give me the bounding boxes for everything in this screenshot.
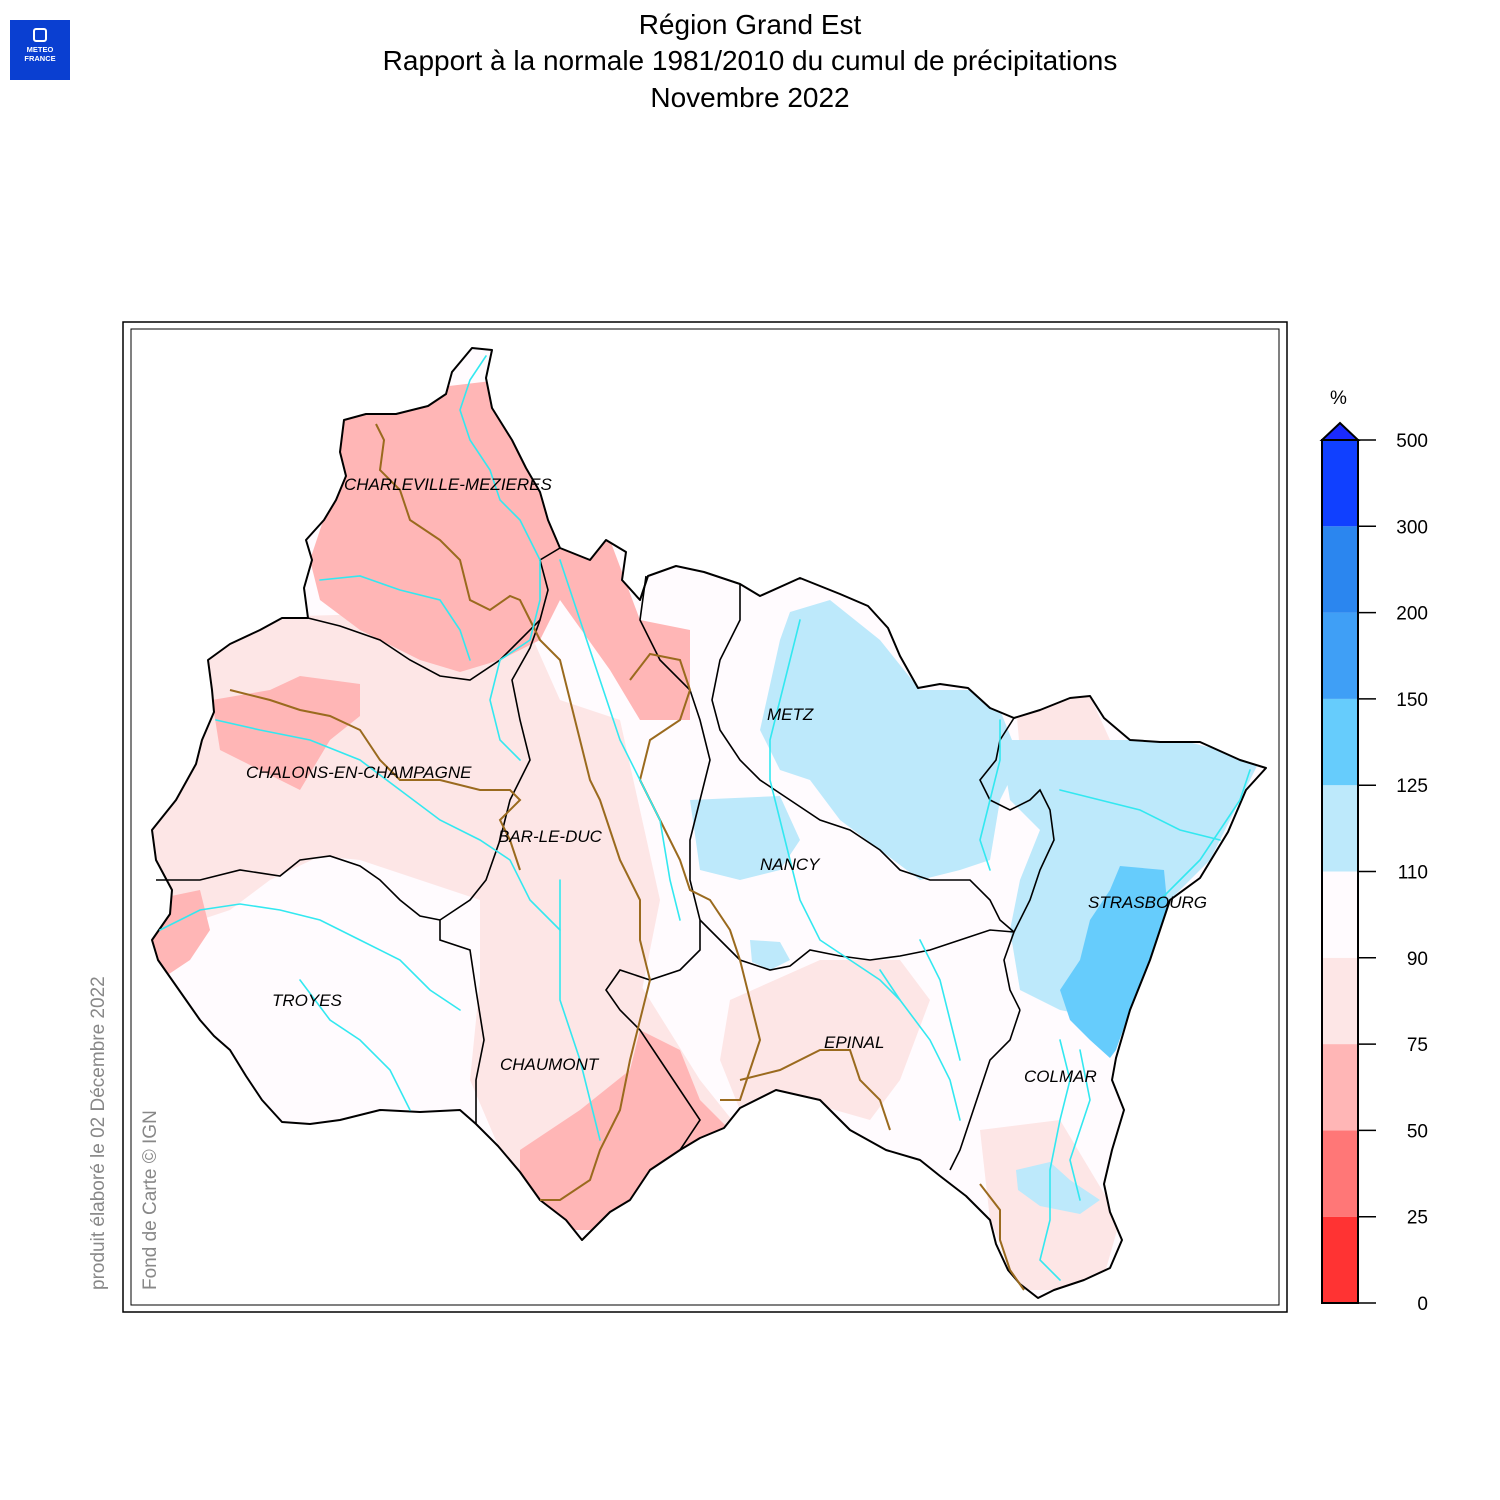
colorbar-unit: %: [1330, 388, 1347, 409]
colorbar-tick-label: 300: [1396, 517, 1428, 538]
production-date-credit: produit élaboré le 02 Décembre 2022: [88, 976, 109, 1290]
river-seine: [159, 903, 461, 1011]
city-label: COLMAR: [1024, 1067, 1097, 1086]
city-label: NANCY: [760, 855, 821, 874]
basin-boundaries: [229, 423, 1025, 1291]
river-moselle: [769, 619, 901, 1001]
river-aisne: [319, 575, 471, 661]
meteo-france-logo: METEO FRANCE: [10, 20, 70, 80]
river-moselle-upper: [879, 969, 961, 1121]
rivers: [159, 355, 1251, 1281]
city-label: METZ: [767, 705, 814, 724]
colorbar-tick-label: 50: [1407, 1121, 1428, 1142]
dept-border-meuse-east: [605, 575, 711, 1151]
colorbar-class: [1322, 957, 1358, 1045]
colorbar-tick-label: 150: [1396, 690, 1428, 711]
colorbar-class: [1322, 440, 1358, 527]
river-meuse-mid: [559, 559, 681, 921]
colorbar-class: [1322, 612, 1358, 699]
colorbar-tick-label: 500: [1396, 431, 1428, 452]
dept-border-marne-meuse: [439, 619, 541, 1124]
zone-50-75-haute-marne: [520, 1030, 730, 1230]
zone-50-75-ardennes: [310, 380, 690, 720]
basin-border-west: [375, 423, 652, 1201]
colorbar-ticks: 0 25 50 75 90 110 125 150 200 300 500: [1358, 431, 1428, 1315]
colorbar-classes: [1322, 440, 1358, 1303]
colorbar-tick-label: 200: [1396, 604, 1428, 625]
logo-line-1: METEO: [26, 45, 54, 54]
dept-border-moselle-mm: [711, 584, 1015, 933]
colorbar-tick-label: 75: [1407, 1035, 1428, 1056]
colorbar-frame: [1321, 439, 1359, 1304]
colorbar-overflow-arrow: [1319, 421, 1361, 441]
zone-110-125-small: [750, 940, 790, 970]
zone-75-90-epinal: [720, 960, 930, 1120]
zone-125-150-strasbourg: [1060, 866, 1168, 1058]
colorbar-class: [1322, 698, 1358, 786]
colorbar-class: [1322, 1130, 1358, 1217]
city-label: STRASBOURG: [1088, 893, 1207, 912]
colorbar-tick-label: 25: [1407, 1208, 1428, 1229]
colorbar-class: [1322, 1044, 1358, 1131]
river-rhine-north: [1159, 769, 1251, 901]
colorbar-class: [1322, 785, 1358, 872]
city-label: CHAUMONT: [500, 1055, 600, 1074]
basemap-credit: Fond de Carte © IGN: [140, 1110, 161, 1290]
colorbar-tick-label: 0: [1417, 1294, 1428, 1315]
zone-110-125-colmar: [1016, 1162, 1100, 1214]
city-label: BAR-LE-DUC: [498, 827, 603, 846]
dept-border-haut-rhin: [949, 1009, 1021, 1171]
city-label: CHARLEVILLE-MEZIERES: [344, 475, 552, 494]
basin-border-meuse: [629, 652, 762, 1101]
river-sarre: [979, 719, 1001, 871]
map-period: Novembre 2022: [650, 82, 850, 113]
river-meuse-north: [459, 355, 541, 761]
zone-110-125-nancy: [690, 796, 800, 880]
colorbar-legend: % 0 25 50 75 90 110 125 150 200 300 500: [1319, 388, 1428, 1315]
river-meurthe: [919, 939, 961, 1061]
map-frame-outer: [122, 321, 1288, 1313]
river-moder: [1059, 789, 1221, 841]
river-aube: [299, 979, 411, 1111]
zone-110-125-moselle: [760, 600, 1020, 880]
colorbar-class: [1322, 526, 1358, 613]
colorbar-tick-label: 125: [1396, 776, 1428, 797]
meteo-france-logo-icon: [33, 28, 47, 42]
river-ill-b: [1069, 1049, 1091, 1201]
city-label: CHALONS-EN-CHAMPAGNE: [246, 763, 472, 782]
map-subtitle: Rapport à la normale 1981/2010 du cumul …: [382, 45, 1118, 76]
dept-border-bas-rhin: [979, 717, 1055, 1011]
dept-border-marne-aube: [156, 855, 441, 921]
river-marne: [215, 719, 561, 931]
city-label: EPINAL: [824, 1033, 884, 1052]
colorbar-class: [1322, 871, 1358, 958]
map-title: Région Grand Est: [638, 9, 862, 40]
colorbar-tick-label: 90: [1407, 949, 1428, 970]
city-labels: CHARLEVILLE-MEZIERES METZ CHALONS-EN-CHA…: [246, 475, 1207, 1086]
river-ill: [1039, 1039, 1071, 1281]
logo-line-2: FRANCE: [24, 54, 56, 63]
map-frame-inner: [130, 328, 1280, 1306]
colorbar-class: [1322, 1216, 1358, 1303]
basin-border-south: [979, 1183, 1025, 1291]
river-marne-upper: [559, 879, 601, 1141]
basin-border-vosges: [739, 1049, 891, 1131]
basin-border-marne: [229, 689, 522, 871]
region-boundary: [151, 347, 1267, 1299]
ratio-fill-layer: [152, 348, 1266, 1298]
city-label: TROYES: [272, 991, 343, 1010]
dept-border-ardennes: [307, 547, 561, 681]
colorbar-tick-label: 110: [1398, 863, 1428, 884]
zone-50-75-marne: [212, 676, 360, 790]
